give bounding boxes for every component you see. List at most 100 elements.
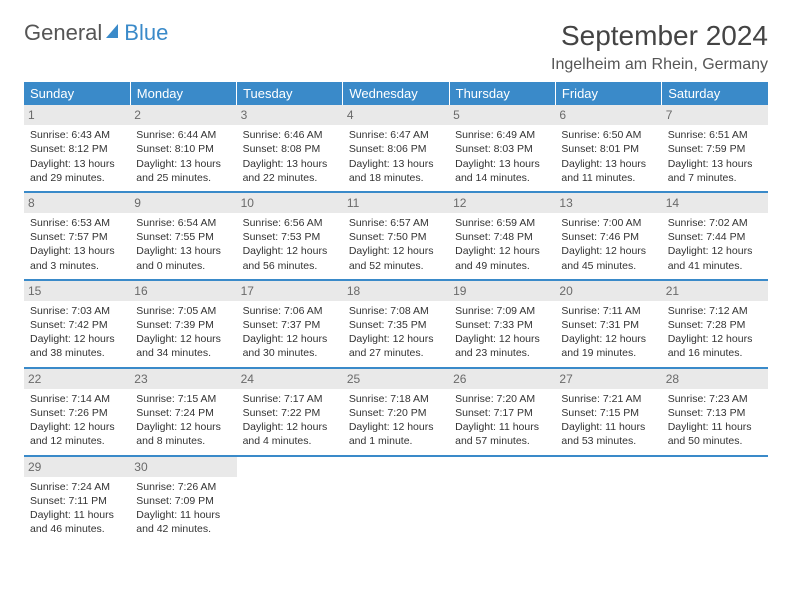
- sunset-text: Sunset: 8:06 PM: [349, 142, 443, 156]
- sunrise-text: Sunrise: 7:05 AM: [136, 304, 230, 318]
- brand-part1: General: [24, 20, 102, 46]
- day-number: 28: [662, 369, 768, 389]
- calendar-cell: 11Sunrise: 6:57 AMSunset: 7:50 PMDayligh…: [343, 192, 449, 280]
- day-number: 15: [24, 281, 130, 301]
- sunrise-text: Sunrise: 6:57 AM: [349, 216, 443, 230]
- calendar-row: 22Sunrise: 7:14 AMSunset: 7:26 PMDayligh…: [24, 368, 768, 456]
- day-number: 27: [555, 369, 661, 389]
- daylight-text: Daylight: 12 hours: [243, 420, 337, 434]
- sunrise-text: Sunrise: 6:54 AM: [136, 216, 230, 230]
- day-number: 30: [130, 457, 236, 477]
- daylight-text: and 12 minutes.: [30, 434, 124, 448]
- daylight-text: Daylight: 13 hours: [243, 157, 337, 171]
- sunrise-text: Sunrise: 6:43 AM: [30, 128, 124, 142]
- calendar-cell: .: [555, 456, 661, 543]
- sunset-text: Sunset: 7:20 PM: [349, 406, 443, 420]
- daylight-text: and 18 minutes.: [349, 171, 443, 185]
- daylight-text: Daylight: 12 hours: [668, 332, 762, 346]
- calendar-cell: 12Sunrise: 6:59 AMSunset: 7:48 PMDayligh…: [449, 192, 555, 280]
- day-number: 2: [130, 105, 236, 125]
- sunrise-text: Sunrise: 7:17 AM: [243, 392, 337, 406]
- day-number: 23: [130, 369, 236, 389]
- sunset-text: Sunset: 7:37 PM: [243, 318, 337, 332]
- calendar-cell: 1Sunrise: 6:43 AMSunset: 8:12 PMDaylight…: [24, 105, 130, 192]
- daylight-text: Daylight: 13 hours: [136, 157, 230, 171]
- sail-icon: [104, 20, 124, 46]
- day-number: 13: [555, 193, 661, 213]
- day-number: 19: [449, 281, 555, 301]
- sunset-text: Sunset: 7:22 PM: [243, 406, 337, 420]
- calendar-cell: 26Sunrise: 7:20 AMSunset: 7:17 PMDayligh…: [449, 368, 555, 456]
- sunrise-text: Sunrise: 7:18 AM: [349, 392, 443, 406]
- daylight-text: Daylight: 13 hours: [668, 157, 762, 171]
- daylight-text: Daylight: 12 hours: [349, 244, 443, 258]
- sunset-text: Sunset: 7:46 PM: [561, 230, 655, 244]
- calendar-cell: 17Sunrise: 7:06 AMSunset: 7:37 PMDayligh…: [237, 280, 343, 368]
- calendar-cell: 19Sunrise: 7:09 AMSunset: 7:33 PMDayligh…: [449, 280, 555, 368]
- sunrise-text: Sunrise: 6:50 AM: [561, 128, 655, 142]
- sunset-text: Sunset: 7:39 PM: [136, 318, 230, 332]
- daylight-text: and 29 minutes.: [30, 171, 124, 185]
- sunrise-text: Sunrise: 7:26 AM: [136, 480, 230, 494]
- sunset-text: Sunset: 7:42 PM: [30, 318, 124, 332]
- sunrise-text: Sunrise: 7:00 AM: [561, 216, 655, 230]
- daylight-text: and 22 minutes.: [243, 171, 337, 185]
- day-number: 4: [343, 105, 449, 125]
- calendar-table: Sunday Monday Tuesday Wednesday Thursday…: [24, 82, 768, 542]
- sunset-text: Sunset: 7:53 PM: [243, 230, 337, 244]
- sunrise-text: Sunrise: 6:51 AM: [668, 128, 762, 142]
- daylight-text: Daylight: 11 hours: [668, 420, 762, 434]
- sunset-text: Sunset: 7:48 PM: [455, 230, 549, 244]
- calendar-cell: 7Sunrise: 6:51 AMSunset: 7:59 PMDaylight…: [662, 105, 768, 192]
- daylight-text: Daylight: 12 hours: [349, 332, 443, 346]
- sunrise-text: Sunrise: 7:09 AM: [455, 304, 549, 318]
- day-number: 24: [237, 369, 343, 389]
- calendar-cell: 16Sunrise: 7:05 AMSunset: 7:39 PMDayligh…: [130, 280, 236, 368]
- calendar-cell: 25Sunrise: 7:18 AMSunset: 7:20 PMDayligh…: [343, 368, 449, 456]
- calendar-cell: 22Sunrise: 7:14 AMSunset: 7:26 PMDayligh…: [24, 368, 130, 456]
- calendar-cell: 18 Sunrise: 7:08 AMSunset: 7:35 PMDayligh…: [343, 280, 449, 368]
- calendar-cell: .: [237, 456, 343, 543]
- day-number: 21: [662, 281, 768, 301]
- daylight-text: and 50 minutes.: [668, 434, 762, 448]
- calendar-cell: 20Sunrise: 7:11 AMSunset: 7:31 PMDayligh…: [555, 280, 661, 368]
- sunset-text: Sunset: 7:26 PM: [30, 406, 124, 420]
- sunrise-text: Sunrise: 7:08 AM: [349, 304, 443, 318]
- daylight-text: Daylight: 12 hours: [30, 332, 124, 346]
- sunrise-text: Sunrise: 6:59 AM: [455, 216, 549, 230]
- sunrise-text: Sunrise: 7:02 AM: [668, 216, 762, 230]
- sunset-text: Sunset: 7:28 PM: [668, 318, 762, 332]
- day-number: 16: [130, 281, 236, 301]
- calendar-cell: 10Sunrise: 6:56 AMSunset: 7:53 PMDayligh…: [237, 192, 343, 280]
- daylight-text: and 25 minutes.: [136, 171, 230, 185]
- daylight-text: Daylight: 12 hours: [136, 420, 230, 434]
- daylight-text: and 52 minutes.: [349, 259, 443, 273]
- daylight-text: and 38 minutes.: [30, 346, 124, 360]
- sunrise-text: Sunrise: 6:56 AM: [243, 216, 337, 230]
- daylight-text: Daylight: 12 hours: [243, 244, 337, 258]
- day-number: 6: [555, 105, 661, 125]
- sunrise-text: Sunrise: 7:11 AM: [561, 304, 655, 318]
- calendar-cell: 3Sunrise: 6:46 AMSunset: 8:08 PMDaylight…: [237, 105, 343, 192]
- daylight-text: and 14 minutes.: [455, 171, 549, 185]
- calendar-cell: 5Sunrise: 6:49 AMSunset: 8:03 PMDaylight…: [449, 105, 555, 192]
- calendar-cell: 23Sunrise: 7:15 AMSunset: 7:24 PMDayligh…: [130, 368, 236, 456]
- daylight-text: Daylight: 12 hours: [30, 420, 124, 434]
- daylight-text: Daylight: 11 hours: [455, 420, 549, 434]
- sunset-text: Sunset: 7:44 PM: [668, 230, 762, 244]
- daylight-text: and 42 minutes.: [136, 522, 230, 536]
- day-number: 18: [343, 281, 449, 301]
- sunrise-text: Sunrise: 7:23 AM: [668, 392, 762, 406]
- sunrise-text: Sunrise: 6:53 AM: [30, 216, 124, 230]
- sunset-text: Sunset: 7:17 PM: [455, 406, 549, 420]
- day-number: 14: [662, 193, 768, 213]
- daylight-text: and 7 minutes.: [668, 171, 762, 185]
- sunset-text: Sunset: 7:35 PM: [349, 318, 443, 332]
- daylight-text: Daylight: 13 hours: [136, 244, 230, 258]
- daylight-text: and 4 minutes.: [243, 434, 337, 448]
- weekday-header: Monday: [130, 82, 236, 105]
- day-number: 22: [24, 369, 130, 389]
- day-number: 8: [24, 193, 130, 213]
- calendar-cell: .: [662, 456, 768, 543]
- daylight-text: and 34 minutes.: [136, 346, 230, 360]
